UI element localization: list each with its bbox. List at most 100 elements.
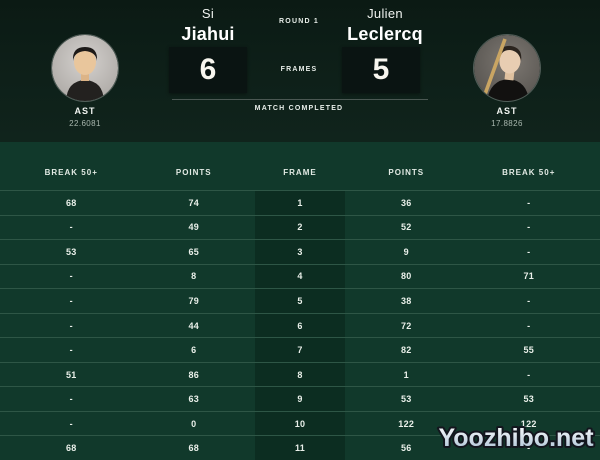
points-right-cell: 72 <box>400 320 412 331</box>
break-left-cell: 68 <box>65 197 77 208</box>
break-right-cell: - <box>527 246 531 257</box>
points-right-cell: 36 <box>400 197 412 208</box>
table-header-row: BREAK 50+ POINTS FRAME POINTS BREAK 50+ <box>0 142 600 190</box>
table-row: 53 65 3 9 - <box>0 239 600 264</box>
break-left-cell: - <box>69 418 73 429</box>
table-row: - 8 4 80 71 <box>0 263 600 289</box>
col-frame-header: FRAME <box>283 167 317 177</box>
break-left-cell: - <box>69 345 73 356</box>
header-divider <box>172 99 428 100</box>
player-left-photo-icon <box>52 35 118 101</box>
points-left-cell: 74 <box>188 197 200 208</box>
break-left-cell: - <box>69 222 73 233</box>
player-right-score-box: 5 <box>342 47 420 93</box>
frames-label: FRAMES <box>280 66 318 73</box>
player-left-first-name: Si <box>201 6 215 21</box>
player-left-stats: AST 22.6081 <box>30 106 140 128</box>
break-right-cell: 122 <box>520 418 537 429</box>
break-left-cell: - <box>69 295 73 306</box>
frame-number-cell: 1 <box>255 191 345 215</box>
player-left-name: Si Jiahui <box>133 7 283 43</box>
points-right-cell: 56 <box>400 443 412 454</box>
table-row: - 49 2 52 - <box>0 214 600 240</box>
player-right-stat-value: 17.8826 <box>491 119 523 128</box>
col-points-right-header: POINTS <box>388 167 425 177</box>
frame-number-cell: 8 <box>255 362 345 387</box>
table-row: - 6 7 82 55 <box>0 337 600 362</box>
player-left-score: 6 <box>199 53 217 86</box>
points-right-cell: 52 <box>400 222 412 233</box>
break-left-cell: 68 <box>65 443 77 454</box>
points-left-cell: 49 <box>188 222 200 233</box>
frame-number-cell: 2 <box>255 215 345 240</box>
break-right-cell: - <box>527 320 531 331</box>
player-right-score: 5 <box>372 53 390 86</box>
frame-number-cell: 10 <box>255 411 345 436</box>
player-right-first-name: Julien <box>367 6 403 21</box>
match-status-label: MATCH COMPLETED <box>254 105 344 112</box>
table-row: - 79 5 38 - <box>0 288 600 313</box>
points-left-cell: 63 <box>188 394 200 405</box>
player-right-stat-label: AST <box>496 106 518 116</box>
player-right-avatar <box>474 35 540 101</box>
points-right-cell: 82 <box>400 345 412 356</box>
break-left-cell: 51 <box>65 369 77 380</box>
player-left-stat-label: AST <box>74 106 96 116</box>
points-left-cell: 79 <box>188 295 200 306</box>
break-right-cell: - <box>527 443 531 454</box>
frame-number-cell: 7 <box>255 338 345 362</box>
player-left-stat-value: 22.6081 <box>69 119 101 128</box>
player-right-stats: AST 17.8826 <box>452 106 562 128</box>
table-row: 51 86 8 1 - <box>0 361 600 387</box>
points-left-cell: 8 <box>191 271 197 282</box>
points-right-cell: 80 <box>400 271 412 282</box>
col-points-left-header: POINTS <box>175 167 212 177</box>
col-break-left-header: BREAK 50+ <box>44 167 98 177</box>
table-row: - 63 9 53 53 <box>0 386 600 411</box>
break-left-cell: - <box>69 394 73 405</box>
points-left-cell: 65 <box>188 246 200 257</box>
break-right-cell: - <box>527 197 531 208</box>
match-header: AST 22.6081 <box>0 0 600 142</box>
frame-number-cell: 6 <box>255 313 345 338</box>
points-left-cell: 6 <box>191 345 197 356</box>
frame-number-cell: 4 <box>255 264 345 289</box>
break-left-cell: - <box>69 320 73 331</box>
table-body: 68 74 1 36- -49 2 52-53 65 3 9- -8 4 80 71-79 5 38- -44 6… <box>0 190 600 460</box>
points-left-cell: 86 <box>188 369 200 380</box>
points-right-cell: 9 <box>403 246 409 257</box>
points-right-cell: 1 <box>403 369 409 380</box>
frame-number-cell: 5 <box>255 289 345 313</box>
player-left-last-name: Jiahui <box>181 24 235 44</box>
player-left-score-box: 6 <box>169 47 247 93</box>
break-right-cell: - <box>527 369 531 380</box>
table-row: 68 74 1 36 - <box>0 190 600 215</box>
break-left-cell: - <box>69 271 73 282</box>
points-left-cell: 68 <box>188 443 200 454</box>
break-right-cell: - <box>527 222 531 233</box>
table-row: 68 68 11 56 - <box>0 435 600 460</box>
col-break-right-header: BREAK 50+ <box>502 167 556 177</box>
player-right-name: Julien Leclercq <box>310 7 460 43</box>
break-right-cell: 53 <box>523 394 535 405</box>
break-left-cell: 53 <box>65 246 77 257</box>
table-row: - 0 10 122 122 <box>0 410 600 436</box>
round-label: ROUND 1 <box>279 18 319 25</box>
player-right-photo-icon <box>474 35 540 101</box>
points-left-cell: 44 <box>188 320 200 331</box>
frame-score-table: BREAK 50+ POINTS FRAME POINTS BREAK 50+ … <box>0 142 600 460</box>
points-right-cell: 53 <box>400 394 412 405</box>
frame-number-cell: 11 <box>255 436 345 460</box>
table-row: - 44 6 72 - <box>0 312 600 338</box>
frame-number-cell: 3 <box>255 240 345 264</box>
break-right-cell: 55 <box>523 345 535 356</box>
points-right-cell: 38 <box>400 295 412 306</box>
points-left-cell: 0 <box>191 418 197 429</box>
player-right-last-name: Leclercq <box>347 24 423 44</box>
frame-number-cell: 9 <box>255 387 345 411</box>
points-right-cell: 122 <box>398 418 415 429</box>
break-right-cell: - <box>527 295 531 306</box>
player-left-avatar <box>52 35 118 101</box>
break-right-cell: 71 <box>523 271 535 282</box>
